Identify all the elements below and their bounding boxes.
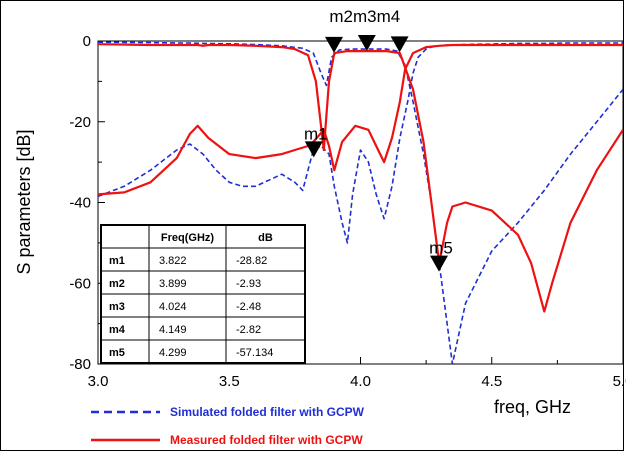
marker-m2-triangle (324, 36, 343, 53)
y-tick-label-2: -40 (69, 195, 91, 212)
legend: Simulated folded filter with GCPW Measur… (91, 405, 365, 447)
x-tick-label-2: 4.0 (350, 373, 371, 390)
marker-m5-label: m5 (429, 239, 453, 258)
table-cell: 3.899 (159, 278, 187, 290)
table-header-cell: dB (258, 232, 273, 244)
y-tick-label-3: -60 (69, 275, 91, 292)
y-tick-label-4: -80 (69, 356, 91, 373)
legend-label-simulated: Simulated folded filter with GCPW (170, 405, 365, 419)
marker-m2-m3-m4-label: m2m3m4 (329, 7, 400, 26)
series-0-s21-line (98, 41, 623, 364)
marker-m5-triangle (429, 255, 448, 272)
marker-table: Freq(GHz) dB m1 3.822 -28.82 m2 3.899 -2.93 m3 4.… (100, 224, 306, 364)
x-axis-ticks: 3.0 3.5 4.0 4.5 5.0 (88, 357, 626, 390)
table-cell: m2 (109, 278, 125, 290)
x-tick-label-1: 3.5 (219, 373, 240, 390)
marker-m1-label: m1 (304, 124, 328, 143)
table-cell: m3 (109, 301, 125, 313)
table-cell: -2.82 (236, 324, 261, 336)
table-cell: 4.024 (159, 301, 187, 313)
table-cell: m4 (109, 324, 126, 336)
y-tick-label-1: -20 (69, 114, 91, 131)
y-axis-title: S parameters [dB] (14, 129, 34, 274)
series-1-s11-line (98, 43, 623, 196)
marker-m4-triangle (390, 36, 409, 53)
table-cell: -2.93 (236, 278, 261, 290)
table-cell: -28.82 (236, 255, 267, 267)
table-cell: m1 (109, 255, 125, 267)
x-tick-label-4: 5.0 (613, 373, 626, 390)
markers-group: m1 m5 m2m3m4 (304, 7, 453, 272)
legend-label-measured: Measured folded filter with GCPW (170, 433, 363, 447)
table-header-cell: Freq(GHz) (161, 232, 215, 244)
x-tick-label-3: 4.5 (481, 373, 502, 390)
table-cell: 4.299 (159, 347, 187, 359)
curves-group (98, 41, 623, 364)
y-axis-ticks: 0 -20 -40 -60 -80 (69, 33, 105, 373)
series-1-s21-line (98, 43, 623, 313)
table-cell: m5 (109, 347, 125, 359)
series-0-s11-line (98, 42, 623, 244)
table-cell: -57.134 (236, 347, 273, 359)
table-cell: 4.149 (159, 324, 187, 336)
x-tick-label-0: 3.0 (88, 373, 109, 390)
table-cell: 3.822 (159, 255, 187, 267)
table-cell: -2.48 (236, 301, 261, 313)
marker-m3-triangle (357, 35, 376, 52)
marker-m1-triangle (304, 141, 323, 158)
y-tick-label-0: 0 (83, 33, 91, 50)
x-axis-title: freq, GHz (494, 397, 571, 417)
